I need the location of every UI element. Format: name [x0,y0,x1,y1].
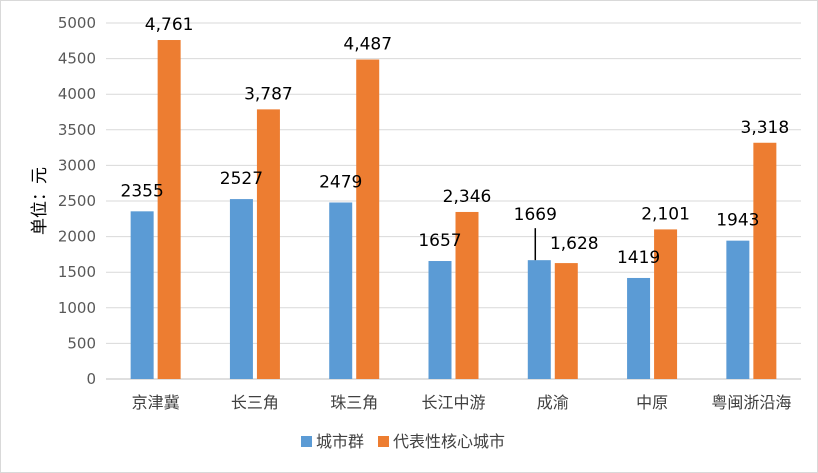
category-labels: 京津冀 长三角 珠三角 长江中游 成渝 中原 粤闽浙沿海 [132,393,792,412]
data-label: 1669 [514,205,557,225]
data-label: 1419 [617,248,660,268]
data-label: 1,628 [550,234,599,254]
data-label: 2,101 [641,204,690,224]
data-label: 2479 [319,172,362,192]
bar-series-0-6 [726,240,750,379]
data-label: 4,761 [145,15,194,35]
legend-swatch-0 [301,436,312,447]
bars-layer [130,40,777,380]
bar-series-0-3 [428,261,452,379]
y-tick-label: 4000 [58,85,96,103]
y-tick-label: 2500 [58,192,96,210]
y-tick-label: 3500 [58,121,96,139]
bar-series-0-4 [527,260,551,379]
data-label: 4,487 [343,35,392,55]
y-tick-label: 1500 [58,263,96,281]
legend: 城市群 代表性核心城市 [301,432,505,451]
grid-layer [106,22,801,380]
y-tick-label: 1000 [58,299,96,317]
y-tick-label: 4500 [58,50,96,68]
bar-series-0-5 [627,277,651,379]
data-label: 2,346 [443,187,492,207]
category-label: 成渝 [537,393,569,412]
data-labels: 2355 4,761 2527 3,787 2479 4,487 1657 2,346 1669… [121,15,790,268]
legend-swatch-1 [378,436,389,447]
data-label: 2355 [121,181,164,201]
bar-series-0-1 [229,199,253,379]
bar-series-1-1 [256,109,280,379]
legend-label-0: 城市群 [316,432,364,451]
y-axis-title: 单位：元 [30,167,50,235]
category-label: 长江中游 [421,393,485,412]
category-label: 粤闽浙沿海 [711,393,791,412]
y-tick-label: 5000 [58,14,96,32]
category-label: 珠三角 [330,393,378,412]
legend-label-1: 代表性核心城市 [393,432,505,451]
data-label: 3,318 [741,118,790,138]
bar-series-1-3 [455,211,479,379]
y-tick-label: 2000 [58,228,96,246]
data-label: 1943 [716,211,759,231]
category-label: 京津冀 [132,393,180,412]
bar-series-0-2 [329,202,353,379]
data-label: 2527 [220,169,263,189]
y-tick-label: 3000 [58,156,96,174]
bar-series-1-4 [554,263,578,379]
y-tick-labels: 0 500 1000 1500 2000 2500 3000 3500 4000 4500 5000 [58,14,96,388]
bar-series-1-6 [753,142,777,379]
bar-series-0-0 [130,211,154,379]
y-tick-label: 500 [67,334,96,352]
category-label: 中原 [636,393,668,412]
category-label: 长三角 [231,393,279,412]
bar-series-1-2 [356,59,380,379]
data-label: 3,787 [244,84,293,104]
bar-series-1-5 [654,229,678,379]
data-label: 1657 [418,231,461,251]
bar-series-1-0 [157,40,181,380]
y-tick-label: 0 [86,370,96,388]
